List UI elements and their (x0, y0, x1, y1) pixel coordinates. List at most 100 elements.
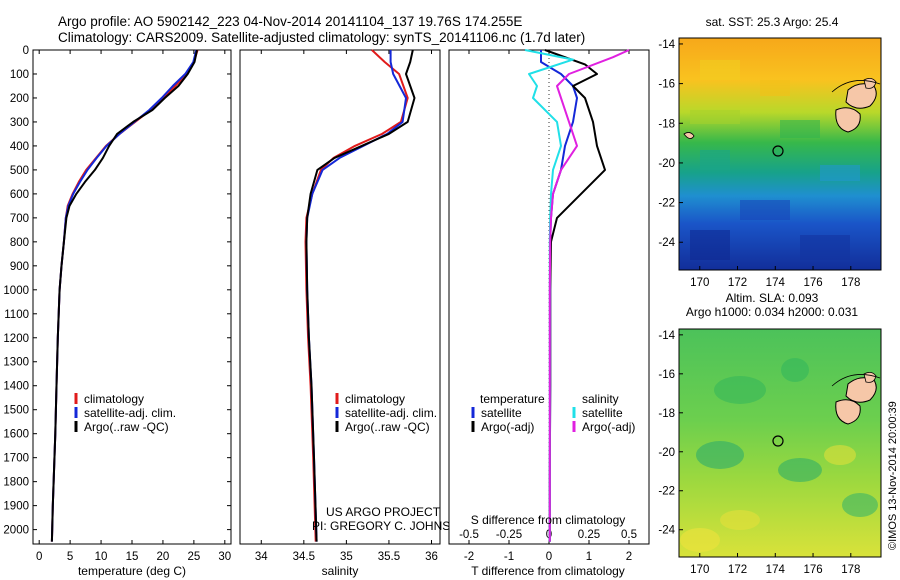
x-tick-label: 1 (586, 551, 592, 563)
depth-tick-label: 500 (10, 165, 29, 177)
argo-location-marker (772, 145, 784, 157)
legend-label-argo: Argo(..raw -QC) (345, 420, 430, 434)
map-y-tick-label: -24 (658, 525, 675, 537)
sla-map-title: Altim. SLA: 0.093 (726, 291, 819, 305)
depth-tick-label: 1700 (3, 453, 29, 465)
difference-series (524, 49, 630, 542)
depth-tick-label: 1000 (3, 285, 29, 297)
map-y-tick-label: -16 (658, 79, 675, 91)
depth-tick-label: 300 (10, 117, 29, 129)
depth-tick-label: 700 (10, 213, 29, 225)
sst-map-frame (678, 37, 882, 271)
x-tick-label: 34 (255, 551, 268, 563)
sla-map-subtitle: Argo h1000: 0.034 h2000: 0.031 (686, 305, 858, 319)
salinity-legend: climatology satellite-adj. clim. Argo(..… (335, 392, 437, 434)
depth-tick-label: 2000 (3, 525, 29, 537)
temperature-axes-frame (32, 49, 232, 545)
difference-legend: temperature salinity satellite Argo(-adj… (471, 392, 635, 434)
x-tick-label: -2 (464, 551, 474, 563)
difference-x-axis: -2 -1 0 1 2-0.5 -0.25 0 0.25 0.5 (459, 50, 637, 563)
temperature-xlabel: temperature (deg C) (78, 564, 186, 578)
sst-map-title: sat. SST: 25.3 Argo: 25.4 (706, 15, 839, 29)
map-x-tick-label: 170 (690, 564, 709, 576)
x-tick-label: -1 (504, 551, 514, 563)
temperature-x-axis: 0 5 10 15 20 25 30 (36, 50, 231, 563)
s-diff-tick-label: 0.5 (621, 529, 637, 541)
x-tick-label: 36 (425, 551, 438, 563)
map-x-tick-label: 178 (841, 277, 860, 289)
fiji-islands (683, 78, 881, 139)
salinity-axes-frame (239, 49, 441, 545)
map-y-tick-label: -14 (658, 330, 675, 342)
series-line-argo_salinity (548, 49, 630, 542)
depth-tick-label: 400 (10, 141, 29, 153)
salinity-panel: 34 34.5 35 35.5 36 salinity climatology sate… (239, 49, 468, 578)
map-x-tick-label: 176 (803, 277, 822, 289)
x-tick-label: 15 (126, 551, 139, 563)
map-y-tick-label: -24 (658, 237, 675, 249)
legend-header-temperature: temperature (480, 392, 545, 406)
legend-label-argo: Argo(..raw -QC) (84, 420, 169, 434)
sla-texture (680, 358, 878, 552)
x-tick-label: 0 (546, 551, 552, 563)
series-line-argo (305, 49, 416, 542)
sla-map-frame (678, 328, 882, 558)
depth-tick-label: 1300 (3, 357, 29, 369)
map-y-tick-label: -14 (658, 39, 675, 51)
x-tick-label: 34.5 (293, 551, 315, 563)
difference-xlabel: T difference from climatology (471, 564, 625, 578)
legend-label-t-satellite: satellite (481, 406, 522, 420)
sla-map-axes: 170 172 174 176 178 -14 -16 -18 -20 -22 -24 (658, 330, 860, 576)
depth-tick-label: 800 (10, 237, 29, 249)
map-x-tick-label: 172 (728, 564, 747, 576)
x-tick-label: 20 (157, 551, 170, 563)
legend-label-satellite: satellite-adj. clim. (345, 406, 437, 420)
x-tick-label: 0 (36, 551, 42, 563)
s-diff-tick-label: -0.25 (496, 529, 522, 541)
depth-tick-label: 1200 (3, 333, 29, 345)
legend-label-s-satellite: satellite (582, 406, 623, 420)
header-line2: Climatology: CARS2009. Satellite-adjuste… (58, 30, 585, 45)
difference-panel: -2 -1 0 1 2-0.5 -0.25 0 0.25 0.5 S difference fr… (448, 49, 650, 578)
map-x-tick-label: 176 (803, 564, 822, 576)
s-diff-tick-label: -0.5 (459, 529, 479, 541)
difference-top-label: S difference from climatology (471, 513, 626, 527)
series-line-argo (50, 49, 198, 542)
legend-label-s-argo: Argo(-adj) (582, 420, 635, 434)
x-tick-label: 5 (67, 551, 73, 563)
sla-map-panel: Altim. SLA: 0.093 Argo h1000: 0.034 h200… (658, 291, 882, 576)
depth-tick-label: 1900 (3, 501, 29, 513)
temperature-panel: 0100200300400500600700800900100011001200… (3, 45, 649, 578)
map-y-tick-label: -20 (658, 447, 675, 459)
map-y-tick-label: -22 (658, 198, 675, 210)
temperature-series (50, 49, 199, 542)
salinity-xlabel: salinity (322, 564, 359, 578)
map-x-tick-label: 172 (728, 277, 747, 289)
depth-tick-label: 1100 (4, 309, 29, 321)
depth-tick-label: 1500 (3, 405, 29, 417)
credit-line1: US ARGO PROJECT (326, 505, 441, 519)
depth-tick-label: 900 (10, 261, 29, 273)
header-line1: Argo profile: AO 5902142_223 04-Nov-2014… (58, 14, 522, 29)
x-tick-label: 25 (187, 551, 200, 563)
legend-header-salinity: salinity (582, 392, 619, 406)
map-x-tick-label: 178 (841, 564, 860, 576)
s-diff-tick-label: 0.25 (578, 529, 600, 541)
sst-map-axes: 170 172 174 176 178 -14 -16 -18 -20 -22 -24 (658, 39, 860, 289)
map-y-tick-label: -18 (658, 408, 675, 420)
map-y-tick-label: -20 (658, 158, 675, 170)
legend-label-climatology: climatology (345, 392, 405, 406)
map-y-tick-label: -18 (658, 118, 675, 130)
credit-line2: PI: GREGORY C. JOHNSON (312, 519, 468, 533)
map-y-tick-label: -16 (658, 369, 675, 381)
depth-tick-label: 0 (23, 45, 29, 57)
map-x-tick-label: 174 (766, 564, 786, 576)
x-tick-label: 35 (340, 551, 353, 563)
map-y-tick-label: -22 (658, 486, 675, 498)
legend-label-satellite: satellite-adj. clim. (84, 406, 176, 420)
depth-tick-label: 1400 (3, 381, 29, 393)
legend-label-climatology: climatology (84, 392, 144, 406)
depth-tick-label: 1800 (3, 477, 29, 489)
salinity-x-axis: 34 34.5 35 35.5 36 (255, 50, 438, 563)
